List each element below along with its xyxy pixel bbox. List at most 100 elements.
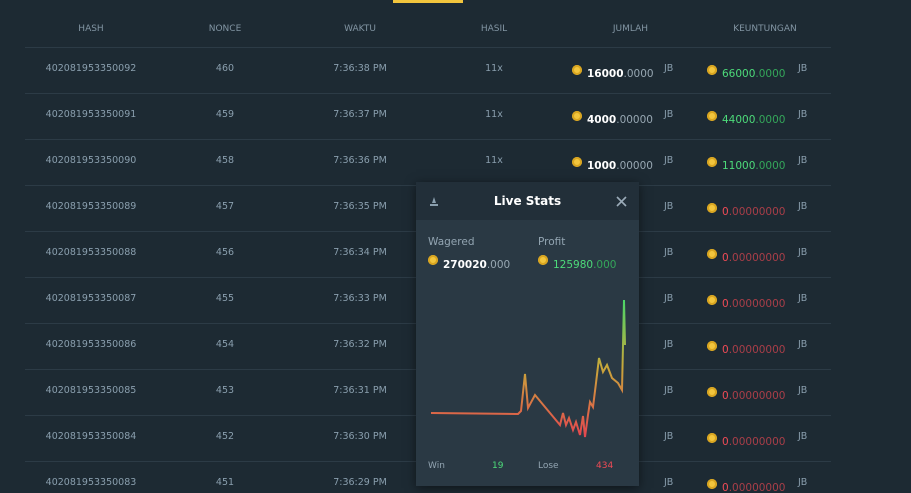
profit-unit: JB (798, 247, 808, 258)
profit-cell: 0.00000000 (722, 200, 785, 219)
profit-unit: JB (798, 477, 808, 488)
coin-icon (572, 111, 582, 121)
profit-unit: JB (798, 109, 808, 120)
amount-part: .0000 (755, 114, 786, 126)
coin-icon (707, 249, 717, 259)
profit-cell: 0.00000000 (722, 338, 785, 357)
nonce-cell: 454 (215, 339, 235, 350)
hash-cell: 402081953350088 (45, 247, 137, 258)
profit-label: Profit (538, 236, 566, 248)
profit-cell: 0.00000000 (722, 476, 785, 493)
win-label: Win (428, 461, 445, 471)
amount-part: .00000000 (728, 298, 786, 310)
sparkline-path (430, 299, 626, 438)
amount-cell: 4000.00000 (587, 108, 653, 127)
coin-icon (707, 295, 717, 305)
profit-cell: 0.00000000 (722, 384, 785, 403)
coin-icon (707, 203, 717, 213)
profit-cell: 11000.0000 (722, 154, 785, 173)
coin-icon (572, 65, 582, 75)
hash-cell: 402081953350090 (45, 155, 137, 166)
column-header: WAKTU (344, 24, 376, 34)
nonce-cell: 457 (215, 201, 235, 212)
row-separator (25, 139, 831, 140)
profit-cell: 66000.0000 (722, 62, 785, 81)
amount-part: .00000000 (728, 252, 786, 264)
amount-part: 0 (722, 344, 729, 356)
hash-cell: 402081953350083 (45, 477, 137, 488)
time-cell: 7:36:35 PM (333, 201, 387, 212)
time-cell: 7:36:32 PM (333, 339, 387, 350)
nonce-cell: 451 (215, 477, 235, 488)
column-header: KEUNTUNGAN (733, 24, 797, 34)
lose-label: Lose (538, 461, 559, 471)
amount-part: 0 (722, 482, 729, 493)
lose-count: 434 (596, 461, 614, 471)
time-cell: 7:36:33 PM (333, 293, 387, 304)
profit-unit: JB (798, 293, 808, 304)
hash-cell: 402081953350089 (45, 201, 137, 212)
header-separator (25, 47, 831, 48)
amount-part: 0 (722, 436, 729, 448)
profit-unit: JB (798, 201, 808, 212)
result-cell: 11x (485, 109, 503, 120)
value-whole: 270020 (443, 259, 487, 271)
amount-part: .00000000 (728, 390, 786, 402)
nonce-cell: 458 (215, 155, 235, 166)
hash-cell: 402081953350084 (45, 431, 137, 442)
time-cell: 7:36:38 PM (333, 63, 387, 74)
amount-unit: JB (664, 293, 674, 304)
time-cell: 7:36:36 PM (333, 155, 387, 166)
column-header: HASH (78, 24, 104, 34)
amount-part: .0000 (755, 68, 786, 80)
amount-unit: JB (664, 431, 674, 442)
amount-part: 4000 (587, 114, 617, 126)
amount-part: .00000 (616, 114, 653, 126)
coin-icon (707, 387, 717, 397)
column-header: JUMLAH (612, 24, 648, 34)
amount-part: 0 (722, 252, 729, 264)
hash-cell: 402081953350087 (45, 293, 137, 304)
nonce-cell: 456 (215, 247, 235, 258)
value-fraction: .000 (593, 259, 617, 271)
coin-icon (707, 65, 717, 75)
hash-cell: 402081953350085 (45, 385, 137, 396)
profit-unit: JB (798, 63, 808, 74)
amount-unit: JB (664, 109, 674, 120)
live-stats-panel: Live Stats Wagered 270020.000 Profit 125… (416, 182, 639, 486)
amount-part: 66000 (722, 68, 756, 80)
amount-unit: JB (664, 201, 674, 212)
profit-unit: JB (798, 431, 808, 442)
profit-cell: 44000.0000 (722, 108, 785, 127)
amount-unit: JB (664, 63, 674, 74)
amount-unit: JB (664, 385, 674, 396)
profit-cell: 0.00000000 (722, 430, 785, 449)
amount-part: 0 (722, 390, 729, 402)
amount-unit: JB (664, 155, 674, 166)
close-button[interactable] (616, 196, 627, 207)
nonce-cell: 459 (215, 109, 235, 120)
time-cell: 7:36:29 PM (333, 477, 387, 488)
nonce-cell: 453 (215, 385, 235, 396)
hash-cell: 402081953350091 (45, 109, 137, 120)
result-cell: 11x (485, 155, 503, 166)
column-header: HASIL (480, 24, 508, 34)
amount-part: .00000000 (728, 344, 786, 356)
nonce-cell: 455 (215, 293, 235, 304)
hash-cell: 402081953350092 (45, 63, 137, 74)
coin-icon (707, 341, 717, 351)
pin-icon[interactable] (428, 196, 440, 208)
profit-unit: JB (798, 339, 808, 350)
profit-unit: JB (798, 155, 808, 166)
time-cell: 7:36:34 PM (333, 247, 387, 258)
wagered-label: Wagered (428, 236, 475, 248)
amount-part: 16000 (587, 68, 624, 80)
panel-header (416, 182, 639, 220)
amount-unit: JB (664, 477, 674, 488)
wagered-value: 270020.000 (443, 253, 510, 272)
amount-cell: 1000.00000 (587, 154, 653, 173)
column-header: NONCE (208, 24, 242, 34)
active-tab-indicator (393, 0, 463, 3)
amount-part: .0000 (623, 68, 654, 80)
profit-cell: 0.00000000 (722, 246, 785, 265)
